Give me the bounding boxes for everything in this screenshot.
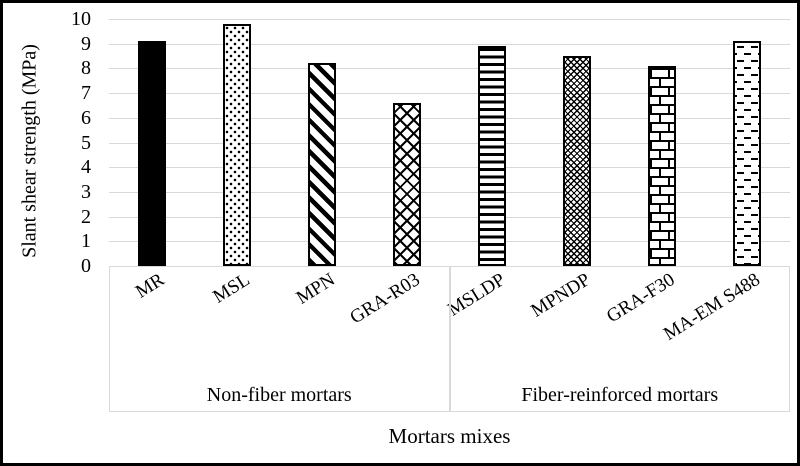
bar-GRA-F30 (648, 66, 677, 266)
y-tick-label: 1 (81, 230, 91, 253)
y-tick-label: 3 (81, 180, 91, 203)
y-tick-label: 7 (81, 82, 91, 105)
y-tick-label: 4 (81, 156, 91, 179)
y-tick-label: 8 (81, 57, 91, 80)
y-tick-label: 9 (81, 32, 91, 55)
bar-MA-EM S488 (733, 41, 762, 266)
y-tick-label: 0 (81, 255, 91, 277)
y-tick-label: 2 (81, 205, 91, 228)
plot-area (109, 19, 790, 267)
y-tick-label: 6 (81, 106, 91, 129)
gridline (109, 43, 790, 45)
group-box: Non-fiber mortars (109, 266, 450, 412)
group-box: Fiber-reinforced mortars (449, 266, 790, 412)
bar-MR (137, 41, 166, 266)
y-tick-label: 10 (71, 8, 91, 30)
gridline (109, 19, 790, 20)
bar-GRA-R03 (392, 103, 421, 266)
y-axis-title: Slant shear strength (MPa) (18, 44, 41, 258)
gridline (109, 167, 790, 169)
gridline (109, 216, 790, 218)
bar-MSL (222, 24, 251, 266)
group-label: Non-fiber mortars (206, 384, 352, 406)
gridline (109, 68, 790, 70)
x-axis-title: Mortars mixes (388, 424, 511, 448)
group-label: Fiber-reinforced mortars (521, 384, 719, 406)
bar-MPN (307, 63, 336, 266)
gridline (109, 142, 790, 144)
gridline (109, 191, 790, 193)
gridline (109, 241, 790, 243)
bar-MSLDP (478, 46, 507, 266)
gridline (109, 117, 790, 119)
bar-MPNDP (563, 56, 592, 266)
gridline (109, 93, 790, 95)
y-tick-label: 5 (81, 131, 91, 154)
